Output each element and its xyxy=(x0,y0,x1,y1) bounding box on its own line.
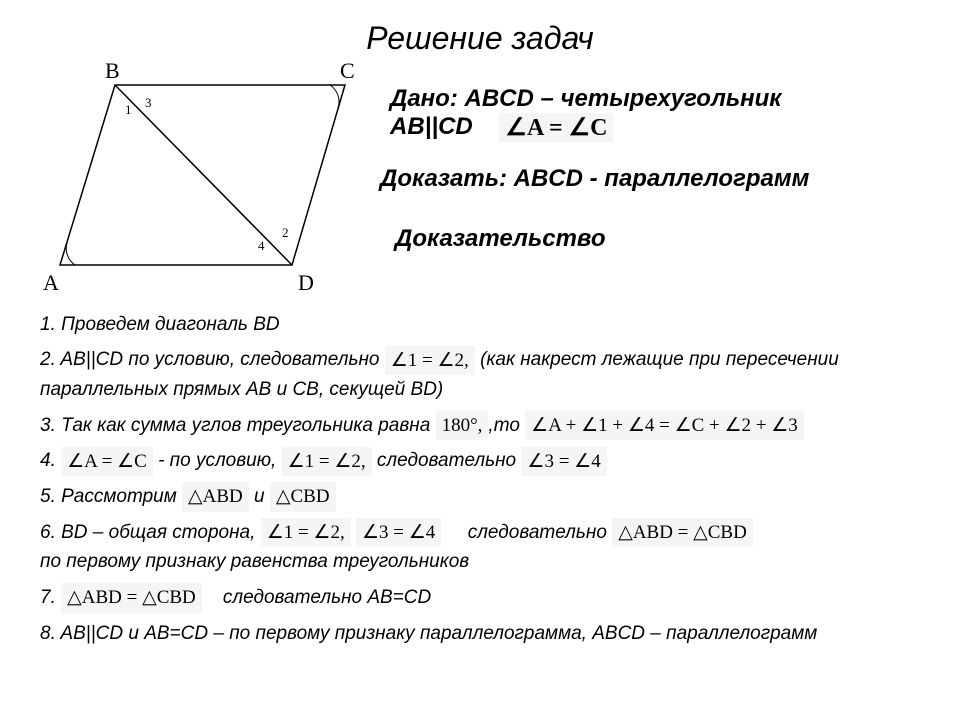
vertex-b-label: B xyxy=(105,58,120,84)
angle-2-label: 2 xyxy=(282,225,289,241)
page-title: Решение задач xyxy=(0,20,960,57)
formula-tri-abd: △ABD xyxy=(182,482,249,511)
angle-1-label: 1 xyxy=(125,102,132,118)
step-7: 7. △ABD = △CBD следовательно AB=CD xyxy=(40,583,930,613)
vertex-a-label: A xyxy=(43,270,59,296)
step-3-b: ,то xyxy=(488,415,519,436)
step-4-b: - по условию, xyxy=(158,450,276,471)
given-line2: AB||CD ∠A = ∠C xyxy=(390,113,781,142)
vertex-c-label: C xyxy=(340,58,355,84)
formula-1eq2c: ∠1 = ∠2, xyxy=(261,518,351,547)
formula-1eq2: ∠1 = ∠2, xyxy=(385,346,475,375)
angle-4-label: 4 xyxy=(258,238,265,254)
step-5: 5. Рассмотрим △ABD и △CBD xyxy=(40,482,930,512)
given-block: Дано: ABCD – четырехугольник AB||CD ∠A =… xyxy=(390,85,781,142)
parallelogram-diagram: A B C D 1 3 2 4 xyxy=(40,70,360,290)
given-abcd-text: AB||CD xyxy=(390,113,473,140)
formula-sum: ∠A + ∠1 + ∠4 = ∠C + ∠2 + ∠3 xyxy=(525,411,804,440)
step-5-a: 5. Рассмотрим xyxy=(40,486,177,507)
diagram-svg xyxy=(40,70,360,290)
step-4-a: 4. xyxy=(40,450,56,471)
step-8: 8. AB||CD и AB=CD – по первому признаку … xyxy=(40,619,930,648)
prove-text: Доказать: ABCD - параллелограмм xyxy=(380,165,809,193)
formula-tri-eq: △ABD = △CBD xyxy=(612,518,753,547)
formula-3eq4b: ∠3 = ∠4 xyxy=(356,518,441,547)
vertex-d-label: D xyxy=(298,270,314,296)
step-3-a: 3. Так как сумма углов треугольника равн… xyxy=(40,415,430,436)
step-4: 4. ∠A = ∠C - по условию, ∠1 = ∠2, следов… xyxy=(40,446,930,476)
formula-ac2: ∠A = ∠C xyxy=(61,447,153,476)
step-6-b: следовательно xyxy=(468,522,607,543)
step-7-b: следовательно AB=CD xyxy=(223,587,431,608)
step-1: 1. Проведем диагональ BD xyxy=(40,310,930,339)
proof-heading: Доказательство xyxy=(395,225,605,253)
given-line1: Дано: ABCD – четырехугольник xyxy=(390,85,781,113)
angle-3-label: 3 xyxy=(145,95,152,111)
step-6-c: по первому признаку равенства треугольни… xyxy=(40,551,469,572)
formula-tri-cbd: △CBD xyxy=(270,482,336,511)
step-5-b: и xyxy=(254,486,265,507)
step-2-a: 2. AB||CD по условию, следовательно xyxy=(40,349,379,370)
proof-body: 1. Проведем диагональ BD 2. AB||CD по ус… xyxy=(40,310,930,654)
step-6-a: 6. BD – общая сторона, xyxy=(40,522,255,543)
step-4-c: следовательно xyxy=(377,450,516,471)
formula-tri-eq2: △ABD = △CBD xyxy=(61,583,202,612)
step-3: 3. Так как сумма углов треугольника равн… xyxy=(40,411,930,441)
step-7-a: 7. xyxy=(40,587,56,608)
step-2: 2. AB||CD по условию, следовательно ∠1 =… xyxy=(40,345,930,404)
formula-1eq2b: ∠1 = ∠2, xyxy=(282,447,372,476)
formula-angle-a-eq-c: ∠A = ∠C xyxy=(499,113,613,142)
step-6: 6. BD – общая сторона, ∠1 = ∠2, ∠3 = ∠4 … xyxy=(40,518,930,577)
formula-3eq4: ∠3 = ∠4 xyxy=(521,447,606,476)
formula-180: 180°, xyxy=(436,411,489,440)
